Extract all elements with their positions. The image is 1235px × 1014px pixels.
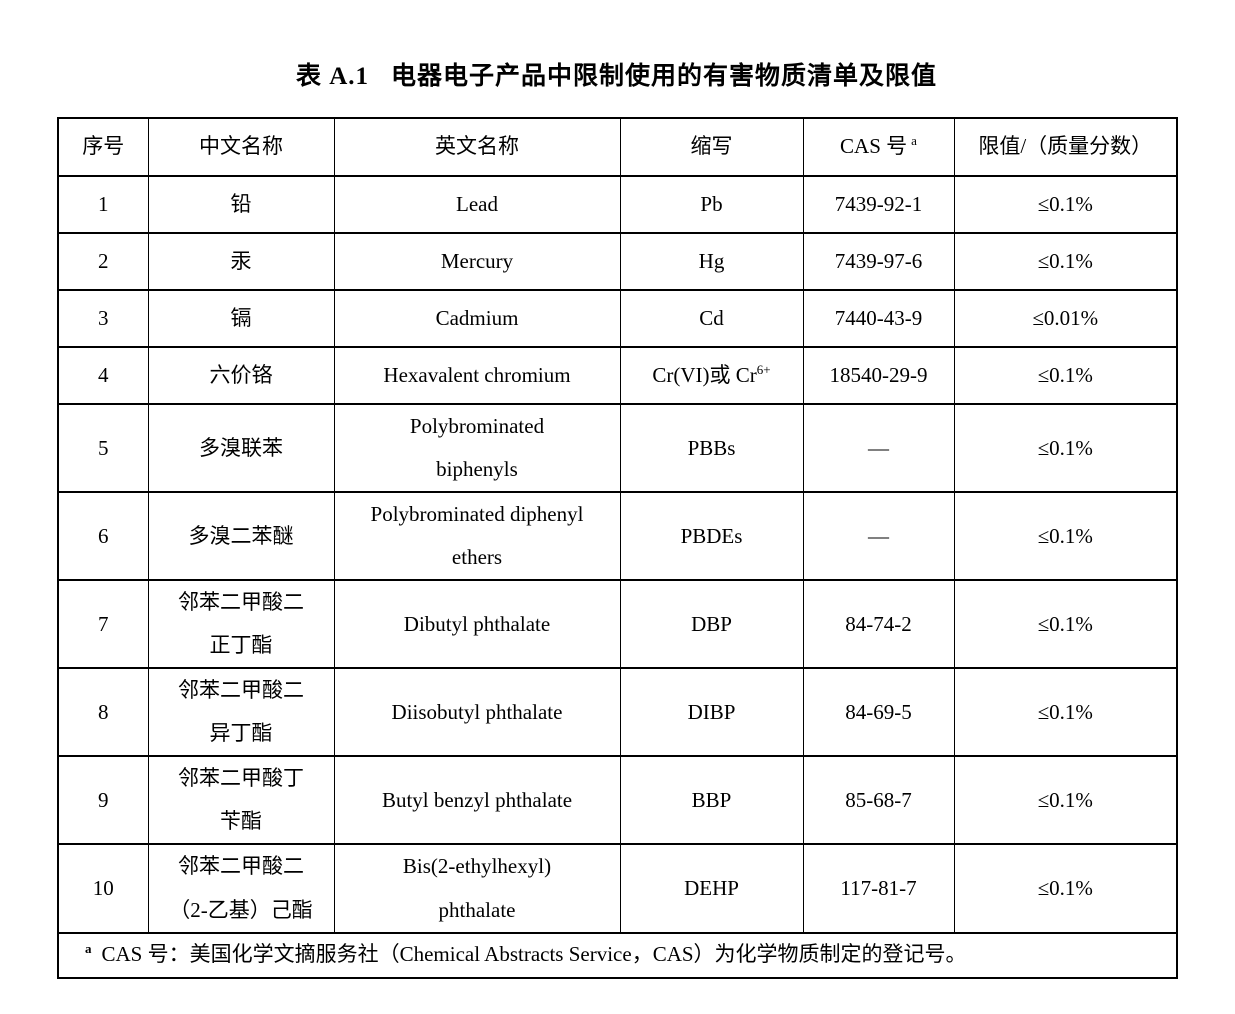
abbr-text: Cr(VI)或 Cr: [652, 362, 757, 387]
table-title: 表 A.1 电器电子产品中限制使用的有害物质清单及限值: [57, 56, 1176, 92]
cell-limit: ≤0.1%: [953, 579, 1178, 670]
table-row: 10 邻苯二甲酸二 （2-乙基）己酯 Bis(2-ethylhexyl) pht…: [57, 843, 1178, 934]
cell-no: 5: [57, 402, 149, 494]
cell-english-name: Butyl benzyl phthalate: [333, 755, 621, 846]
table-row: 8 邻苯二甲酸二 异丁酯 Diisobutyl phthalate DIBP 8…: [57, 667, 1178, 758]
cell-chinese-name: 邻苯二甲酸二 （2-乙基）己酯: [147, 843, 335, 934]
table-row: 3 镉 Cadmium Cd 7440-43-9 ≤0.01%: [57, 289, 1178, 348]
cell-chinese-name: 多溴二苯醚: [147, 491, 335, 582]
table-row: 7 邻苯二甲酸二 正丁酯 Dibutyl phthalate DBP 84-74…: [57, 579, 1178, 670]
cell-limit: ≤0.1%: [953, 346, 1178, 405]
cell-cas-number: 7439-92-1: [802, 175, 955, 234]
header-english-name: 英文名称: [333, 117, 621, 177]
cell-english-name: Mercury: [333, 232, 621, 291]
cell-limit: ≤0.1%: [953, 667, 1178, 758]
cell-cas-number: 117-81-7: [802, 843, 955, 934]
cell-cas-number: —: [802, 491, 955, 582]
cell-limit: ≤0.1%: [953, 755, 1178, 846]
cell-no: 6: [57, 491, 149, 582]
cell-cas-number: 84-74-2: [802, 579, 955, 670]
cell-english-name: Lead: [333, 175, 621, 234]
cell-chinese-name: 铅: [147, 175, 335, 234]
abbr-text: DIBP: [687, 699, 736, 724]
abbr-text: DBP: [691, 611, 732, 636]
cell-no: 2: [57, 232, 149, 291]
cell-cas-number: 18540-29-9: [802, 346, 955, 405]
cell-cas-number: 7440-43-9: [802, 289, 955, 348]
table-row: 5 多溴联苯 Polybrominated biphenyls PBBs — ≤…: [57, 402, 1178, 494]
abbr-text: Hg: [698, 248, 725, 273]
abbr-text: PBDEs: [680, 523, 743, 548]
cell-no: 7: [57, 579, 149, 670]
header-limit: 限值/（质量分数）: [953, 117, 1178, 177]
cell-chinese-name: 邻苯二甲酸二 异丁酯: [147, 667, 335, 758]
abbr-text: DEHP: [684, 875, 739, 900]
cell-limit: ≤0.01%: [953, 289, 1178, 348]
table-row: 6 多溴二苯醚 Polybrominated diphenyl ethers P…: [57, 491, 1178, 582]
cell-english-name: Hexavalent chromium: [333, 346, 621, 405]
table-title-text: 电器电子产品中限制使用的有害物质清单及限值: [391, 63, 938, 90]
cell-english-name: Polybrominated diphenyl ethers: [333, 491, 621, 582]
cell-abbreviation: DBP: [619, 579, 804, 670]
cell-limit: ≤0.1%: [953, 843, 1178, 934]
header-cas-text: CAS 号: [840, 134, 908, 159]
cell-cas-number: 84-69-5: [802, 667, 955, 758]
table-title-label: 表 A.1: [295, 63, 370, 90]
cell-english-name: Bis(2-ethylhexyl) phthalate: [333, 843, 621, 934]
abbr-text: Cd: [699, 305, 724, 330]
cell-abbreviation: Pb: [619, 175, 804, 234]
abbr-text: PBBs: [687, 435, 736, 460]
abbr-superscript: 6+: [756, 361, 771, 377]
cell-chinese-name: 邻苯二甲酸丁 苄酯: [147, 755, 335, 846]
cell-cas-number: 85-68-7: [802, 755, 955, 846]
cell-no: 1: [57, 175, 149, 234]
cell-chinese-name: 多溴联苯: [147, 402, 335, 494]
table-row: 9 邻苯二甲酸丁 苄酯 Butyl benzyl phthalate BBP 8…: [57, 755, 1178, 846]
header-abbreviation: 缩写: [619, 117, 804, 177]
cell-abbreviation: Cr(VI)或 Cr6+: [619, 346, 804, 405]
table-footnote: a CAS 号：美国化学文摘服务社（Chemical Abstracts Serv…: [57, 931, 1178, 979]
cell-no: 10: [57, 843, 149, 934]
header-no: 序号: [57, 117, 149, 177]
table-row: 2 汞 Mercury Hg 7439-97-6 ≤0.1%: [57, 232, 1178, 291]
table-row: 1 铅 Lead Pb 7439-92-1 ≤0.1%: [57, 175, 1178, 234]
cell-chinese-name: 汞: [147, 232, 335, 291]
footnote-text: CAS 号：美国化学文摘服务社（Chemical Abstracts Servi…: [101, 942, 967, 967]
cell-limit: ≤0.1%: [953, 232, 1178, 291]
cell-abbreviation: DIBP: [619, 667, 804, 758]
cell-no: 3: [57, 289, 149, 348]
cell-chinese-name: 镉: [147, 289, 335, 348]
header-cas-footnote-marker: a: [911, 133, 917, 149]
cell-abbreviation: BBP: [619, 755, 804, 846]
cell-abbreviation: Hg: [619, 232, 804, 291]
cell-english-name: Cadmium: [333, 289, 621, 348]
cell-cas-number: 7439-97-6: [802, 232, 955, 291]
cell-abbreviation: PBDEs: [619, 491, 804, 582]
cell-chinese-name: 邻苯二甲酸二 正丁酯: [147, 579, 335, 670]
cell-cas-number: —: [802, 402, 955, 494]
cell-abbreviation: Cd: [619, 289, 804, 348]
table-row: 4 六价铬 Hexavalent chromium Cr(VI)或 Cr6+ 1…: [57, 346, 1178, 405]
cell-limit: ≤0.1%: [953, 402, 1178, 494]
cell-no: 9: [57, 755, 149, 846]
cell-no: 4: [57, 346, 149, 405]
cell-no: 8: [57, 667, 149, 758]
footnote-marker: a: [85, 941, 92, 957]
cell-abbreviation: DEHP: [619, 843, 804, 934]
cell-chinese-name: 六价铬: [147, 346, 335, 405]
abbr-text: BBP: [691, 787, 732, 812]
header-chinese-name: 中文名称: [147, 117, 335, 177]
cell-english-name: Polybrominated biphenyls: [333, 402, 621, 494]
cell-english-name: Diisobutyl phthalate: [333, 667, 621, 758]
cell-abbreviation: PBBs: [619, 402, 804, 494]
footnote-row: a CAS 号：美国化学文摘服务社（Chemical Abstracts Serv…: [57, 931, 1178, 979]
cell-english-name: Dibutyl phthalate: [333, 579, 621, 670]
cell-limit: ≤0.1%: [953, 491, 1178, 582]
abbr-text: Pb: [700, 191, 723, 216]
cell-limit: ≤0.1%: [953, 175, 1178, 234]
